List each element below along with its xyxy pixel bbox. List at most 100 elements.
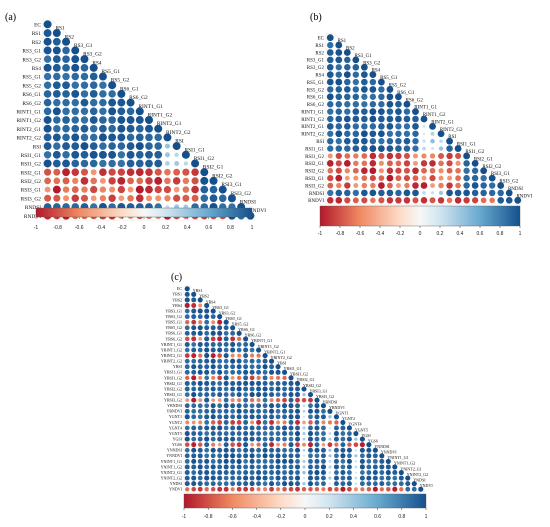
correlation-dot bbox=[243, 414, 249, 420]
colorbar-tick-label: 0.2 bbox=[162, 225, 169, 231]
correlation-dot bbox=[340, 419, 346, 425]
correlation-dot bbox=[366, 481, 372, 487]
correlation-dot bbox=[230, 380, 236, 386]
panel-label: (a) bbox=[5, 12, 16, 23]
row-label: YBINT1_G2 bbox=[161, 347, 182, 352]
correlation-dot bbox=[200, 185, 209, 194]
correlation-dot bbox=[223, 380, 229, 386]
correlation-dot bbox=[340, 431, 346, 436]
correlation-dot bbox=[335, 86, 343, 93]
correlation-dot bbox=[392, 481, 398, 487]
correlation-dot bbox=[386, 86, 394, 93]
correlation-dot bbox=[288, 397, 294, 403]
correlation-dot bbox=[421, 167, 427, 174]
correlation-dot bbox=[126, 168, 135, 177]
correlation-dot bbox=[288, 458, 294, 464]
correlation-dot bbox=[90, 185, 98, 194]
correlation-dot bbox=[63, 195, 70, 202]
correlation-dot bbox=[403, 189, 411, 197]
correlation-dot bbox=[360, 470, 365, 475]
correlation-dot bbox=[386, 174, 394, 182]
correlation-dot bbox=[43, 107, 52, 116]
correlation-dot bbox=[62, 142, 70, 150]
correlation-dot bbox=[372, 486, 378, 492]
correlation-dot bbox=[335, 145, 343, 152]
correlation-dot bbox=[421, 175, 427, 181]
correlation-dot bbox=[174, 152, 179, 157]
correlation-dot bbox=[354, 460, 358, 463]
correlation-dot bbox=[89, 133, 98, 142]
correlation-dot bbox=[204, 475, 210, 481]
correlation-dot bbox=[89, 72, 98, 81]
correlation-dot bbox=[191, 420, 196, 425]
correlation-dot bbox=[327, 101, 334, 108]
correlation-dot bbox=[352, 101, 360, 108]
correlation-dot bbox=[399, 487, 404, 492]
correlation-dot bbox=[275, 414, 281, 420]
diagonal-label: RS6_G2 bbox=[406, 98, 424, 103]
correlation-dot bbox=[321, 420, 326, 425]
correlation-dot bbox=[154, 124, 163, 133]
correlation-dot bbox=[294, 408, 301, 414]
correlation-dot bbox=[154, 159, 163, 168]
correlation-dot bbox=[361, 108, 368, 115]
correlation-dot bbox=[369, 123, 377, 130]
correlation-dot bbox=[243, 470, 249, 475]
correlation-dot bbox=[52, 63, 61, 72]
correlation-dot bbox=[185, 398, 190, 403]
correlation-dot bbox=[135, 194, 144, 203]
correlation-dot bbox=[197, 364, 203, 370]
correlation-dot bbox=[191, 436, 197, 442]
correlation-dot bbox=[185, 487, 190, 492]
correlation-dot bbox=[294, 380, 301, 386]
correlation-dot bbox=[288, 481, 294, 487]
correlation-dot bbox=[439, 139, 443, 143]
correlation-dot bbox=[344, 101, 351, 108]
correlation-dot bbox=[282, 470, 287, 475]
colorbar-tick-label: 0.4 bbox=[350, 514, 357, 520]
correlation-dot bbox=[294, 475, 301, 481]
correlation-dot bbox=[412, 167, 419, 175]
correlation-dot bbox=[281, 369, 288, 375]
correlation-dot bbox=[288, 475, 294, 481]
correlation-dot bbox=[198, 353, 203, 358]
correlation-dot bbox=[71, 142, 80, 150]
diagonal-label: YBSI1_G2 bbox=[290, 372, 308, 377]
correlation-dot bbox=[361, 145, 368, 152]
colorbar-tick-label: -0.4 bbox=[96, 225, 105, 231]
correlation-dot bbox=[327, 182, 334, 189]
correlation-dot bbox=[164, 152, 170, 158]
correlation-dot bbox=[385, 458, 391, 464]
correlation-dot bbox=[62, 90, 70, 98]
correlation-dot bbox=[223, 414, 229, 420]
correlation-dot bbox=[109, 186, 116, 193]
correlation-dot bbox=[237, 353, 242, 358]
correlation-dot bbox=[230, 347, 236, 353]
correlation-dot bbox=[335, 189, 343, 197]
correlation-dot bbox=[191, 342, 197, 347]
correlation-dot bbox=[370, 197, 376, 204]
correlation-dot bbox=[302, 392, 306, 397]
correlation-dot bbox=[80, 142, 89, 151]
correlation-dot bbox=[210, 475, 216, 481]
correlation-dot bbox=[420, 182, 428, 189]
correlation-dot bbox=[343, 137, 351, 145]
correlation-dot bbox=[327, 408, 333, 414]
correlation-dot bbox=[463, 174, 470, 182]
correlation-dot bbox=[333, 464, 339, 470]
correlation-dot bbox=[308, 486, 313, 492]
correlation-dot bbox=[346, 458, 352, 464]
correlation-dot bbox=[154, 133, 162, 142]
correlation-dot bbox=[217, 364, 223, 370]
correlation-dot bbox=[262, 364, 268, 370]
correlation-dot bbox=[395, 160, 402, 167]
correlation-dot bbox=[361, 167, 368, 175]
correlation-dot bbox=[282, 386, 287, 392]
correlation-dot bbox=[184, 380, 190, 386]
correlation-dot bbox=[276, 420, 281, 425]
row-label: RSI1_G1 bbox=[305, 147, 324, 152]
correlation-dot bbox=[344, 78, 351, 86]
correlation-dot bbox=[295, 453, 300, 459]
correlation-dot bbox=[455, 152, 462, 159]
correlation-dot bbox=[353, 160, 359, 167]
